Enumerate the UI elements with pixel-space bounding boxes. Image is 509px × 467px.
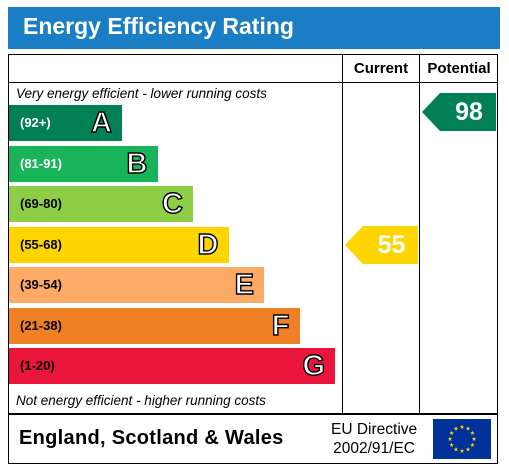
- bottom-caption: Not energy efficient - higher running co…: [16, 393, 266, 408]
- eu-star: [459, 448, 465, 453]
- eu-star: [470, 430, 475, 435]
- title-bar: Energy Efficiency Rating: [8, 7, 500, 49]
- eu-star: [465, 426, 471, 431]
- rating-frame: [8, 54, 498, 414]
- band-e: (39-54) E: [9, 267, 264, 303]
- footer-country: England, Scotland & Wales: [19, 427, 284, 449]
- eu-star: [453, 446, 459, 452]
- current-rating-value: 55: [377, 230, 406, 259]
- current-rating-arrow: 55: [345, 225, 418, 264]
- band-f: (21-38) F: [9, 307, 300, 344]
- eu-star: [453, 426, 459, 431]
- band-g-letter: G: [302, 349, 326, 382]
- band-c-letter: C: [161, 187, 183, 220]
- band-a: (92+) A: [9, 105, 122, 141]
- band-f-range: (21-38): [20, 317, 62, 333]
- band-d-letter: D: [197, 228, 219, 261]
- eu-star: [465, 446, 471, 452]
- band-b-letter: B: [126, 147, 148, 180]
- band-b: (81-91) B: [9, 145, 158, 182]
- header-divider: [8, 82, 498, 83]
- band-a-letter: A: [90, 106, 112, 139]
- potential-column-divider: [419, 54, 420, 414]
- potential-rating-value: 98: [455, 98, 483, 126]
- band-g: (1-20) G: [9, 348, 335, 384]
- potential-rating-arrow: 98: [422, 93, 496, 131]
- footer-directive: EU Directive 2002/91/EC: [331, 420, 417, 458]
- band-e-range: (39-54): [20, 277, 62, 292]
- current-column-header: Current: [353, 60, 409, 77]
- current-column-divider: [342, 54, 343, 414]
- band-d: (55-68) D: [9, 226, 229, 263]
- band-a-range: (92+): [20, 115, 51, 130]
- eu-star: [470, 442, 475, 447]
- eu-star: [447, 436, 453, 441]
- potential-column-header: Potential: [427, 60, 491, 77]
- eu-star: [449, 430, 454, 435]
- band-c: (69-80) C: [9, 186, 193, 222]
- directive-line-1: EU Directive: [331, 421, 418, 438]
- directive-line-2: 2002/91/EC: [333, 440, 415, 457]
- band-g-range: (1-20): [20, 358, 55, 373]
- eu-star: [449, 442, 454, 447]
- band-b-range: (81-91): [20, 155, 62, 171]
- current-arrow-shape: [345, 225, 418, 264]
- potential-arrow-shape: [422, 93, 496, 131]
- eu-flag-icon: [433, 419, 491, 459]
- chart-title: Energy Efficiency Rating: [23, 13, 294, 39]
- band-e-letter: E: [234, 268, 255, 301]
- eu-star: [471, 436, 477, 441]
- band-c-range: (69-80): [20, 196, 62, 211]
- band-d-range: (55-68): [20, 236, 62, 252]
- eu-star: [459, 424, 465, 429]
- band-f-letter: F: [271, 309, 290, 342]
- footer: England, Scotland & Wales EU Directive 2…: [8, 414, 498, 464]
- top-caption: Very energy efficient - lower running co…: [16, 86, 267, 101]
